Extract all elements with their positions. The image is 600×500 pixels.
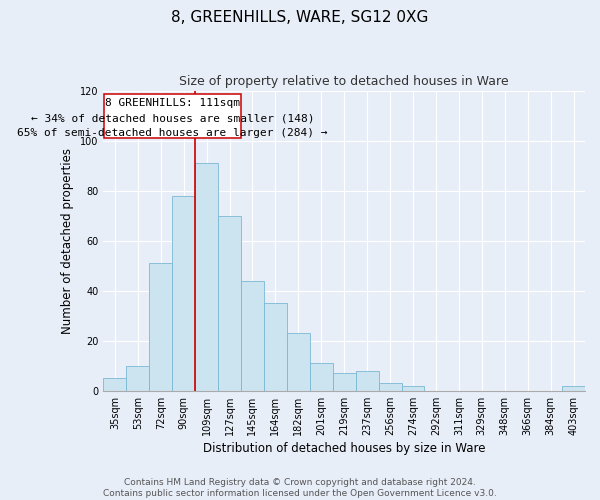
Bar xyxy=(310,364,333,391)
Bar xyxy=(401,386,424,391)
Bar xyxy=(218,216,241,391)
Bar xyxy=(264,303,287,391)
Bar xyxy=(149,263,172,391)
Bar xyxy=(333,374,356,391)
Bar xyxy=(103,378,127,391)
Y-axis label: Number of detached properties: Number of detached properties xyxy=(61,148,74,334)
Bar xyxy=(172,196,195,391)
Text: 65% of semi-detached houses are larger (284) →: 65% of semi-detached houses are larger (… xyxy=(17,128,328,138)
Title: Size of property relative to detached houses in Ware: Size of property relative to detached ho… xyxy=(179,75,509,88)
Text: 8, GREENHILLS, WARE, SG12 0XG: 8, GREENHILLS, WARE, SG12 0XG xyxy=(172,10,428,25)
Bar xyxy=(195,163,218,391)
FancyBboxPatch shape xyxy=(104,94,241,138)
Bar xyxy=(562,386,585,391)
Bar xyxy=(127,366,149,391)
Text: ← 34% of detached houses are smaller (148): ← 34% of detached houses are smaller (14… xyxy=(31,113,314,123)
Bar xyxy=(379,384,401,391)
X-axis label: Distribution of detached houses by size in Ware: Distribution of detached houses by size … xyxy=(203,442,485,455)
Text: Contains HM Land Registry data © Crown copyright and database right 2024.
Contai: Contains HM Land Registry data © Crown c… xyxy=(103,478,497,498)
Bar xyxy=(287,334,310,391)
Text: 8 GREENHILLS: 111sqm: 8 GREENHILLS: 111sqm xyxy=(105,98,240,108)
Bar xyxy=(356,371,379,391)
Bar xyxy=(241,280,264,391)
